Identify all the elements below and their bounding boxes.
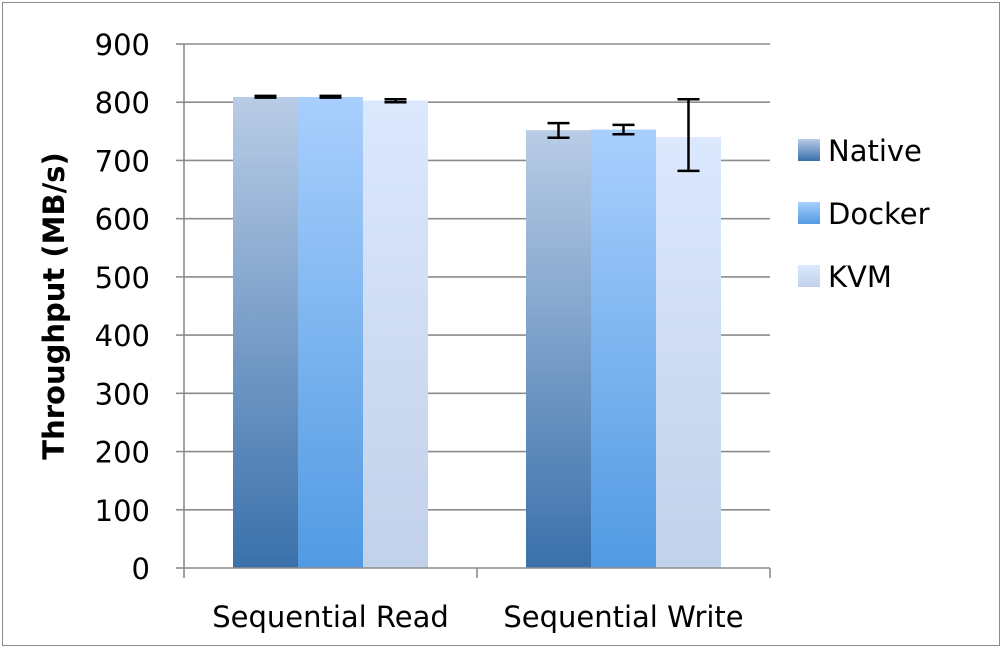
bar-native-2 xyxy=(526,130,591,568)
legend-label-docker: Docker xyxy=(828,197,930,231)
y-tick-label: 100 xyxy=(95,494,150,528)
y-tick-label: 900 xyxy=(95,28,150,62)
bar-docker-2 xyxy=(591,129,656,568)
y-tick-label: 300 xyxy=(95,377,150,411)
bar-native-1 xyxy=(233,96,298,568)
legend-swatch-docker xyxy=(798,202,820,224)
y-tick-label: 600 xyxy=(95,203,150,237)
legend-swatch-kvm xyxy=(798,265,820,287)
y-tick-label: 200 xyxy=(95,436,150,470)
y-tick-label: 800 xyxy=(95,86,150,120)
bar-kvm-2 xyxy=(656,137,721,568)
legend: Native Docker KVM xyxy=(798,134,930,294)
y-tick-label: 700 xyxy=(95,144,150,178)
legend-label-kvm: KVM xyxy=(828,260,892,294)
x-tick-label: Sequential Read xyxy=(212,600,449,634)
bars xyxy=(233,94,721,568)
y-axis-title: Throughput (MB/s) xyxy=(37,152,71,459)
legend-label-native: Native xyxy=(828,134,922,168)
bar-docker-1 xyxy=(298,96,363,568)
y-tick-label: 500 xyxy=(95,261,150,295)
y-tick-label: 0 xyxy=(132,552,150,586)
y-tick-label: 400 xyxy=(95,319,150,353)
tick-labels: 0 100 200 300 400 500 600 700 800 900 Sequential R… xyxy=(95,28,744,634)
x-tick-label: Sequential Write xyxy=(503,600,743,634)
axes xyxy=(176,43,771,578)
bar-kvm-1 xyxy=(363,100,428,568)
legend-swatch-native xyxy=(798,139,820,161)
